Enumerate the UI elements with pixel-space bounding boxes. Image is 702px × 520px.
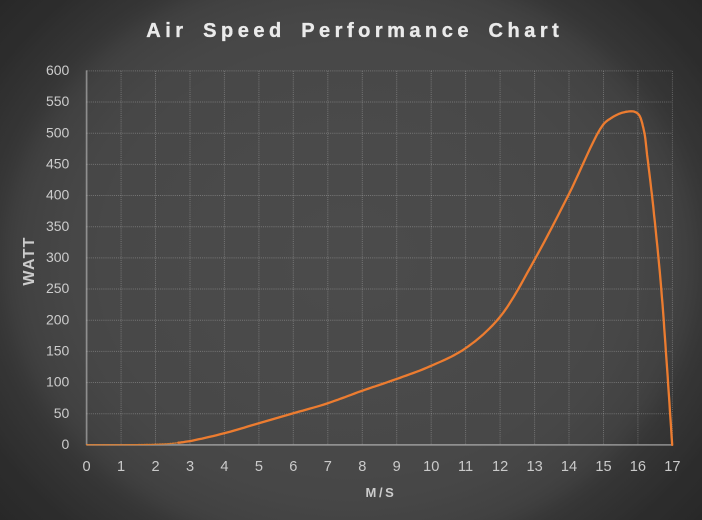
svg-text:250: 250: [46, 280, 70, 296]
svg-text:350: 350: [46, 218, 70, 234]
svg-text:1: 1: [117, 459, 125, 475]
svg-text:450: 450: [46, 156, 70, 172]
svg-text:7: 7: [324, 459, 332, 475]
svg-text:10: 10: [423, 459, 439, 475]
svg-text:16: 16: [630, 459, 646, 475]
svg-text:150: 150: [46, 343, 70, 359]
svg-text:600: 600: [46, 62, 70, 78]
svg-text:13: 13: [526, 459, 542, 475]
svg-text:9: 9: [393, 459, 401, 475]
svg-text:2: 2: [151, 459, 159, 475]
svg-text:4: 4: [220, 459, 228, 475]
svg-text:14: 14: [561, 459, 577, 475]
svg-text:M/S: M/S: [366, 485, 397, 500]
svg-text:17: 17: [664, 459, 680, 475]
svg-text:400: 400: [46, 187, 70, 203]
svg-text:550: 550: [46, 93, 70, 109]
svg-text:12: 12: [492, 459, 508, 475]
svg-text:200: 200: [46, 311, 70, 327]
svg-text:0: 0: [83, 459, 91, 475]
svg-text:11: 11: [458, 459, 473, 475]
svg-text:6: 6: [289, 459, 297, 475]
svg-text:15: 15: [595, 459, 611, 475]
svg-text:300: 300: [46, 249, 70, 265]
svg-text:5: 5: [255, 459, 263, 475]
svg-text:WATT: WATT: [21, 236, 38, 285]
svg-text:0: 0: [62, 436, 70, 452]
svg-text:50: 50: [54, 405, 70, 421]
svg-text:Air Speed Performance Chart: Air Speed Performance Chart: [146, 20, 563, 42]
svg-text:8: 8: [358, 459, 366, 475]
svg-text:500: 500: [46, 124, 70, 140]
svg-text:100: 100: [46, 374, 70, 390]
svg-text:3: 3: [186, 459, 194, 475]
